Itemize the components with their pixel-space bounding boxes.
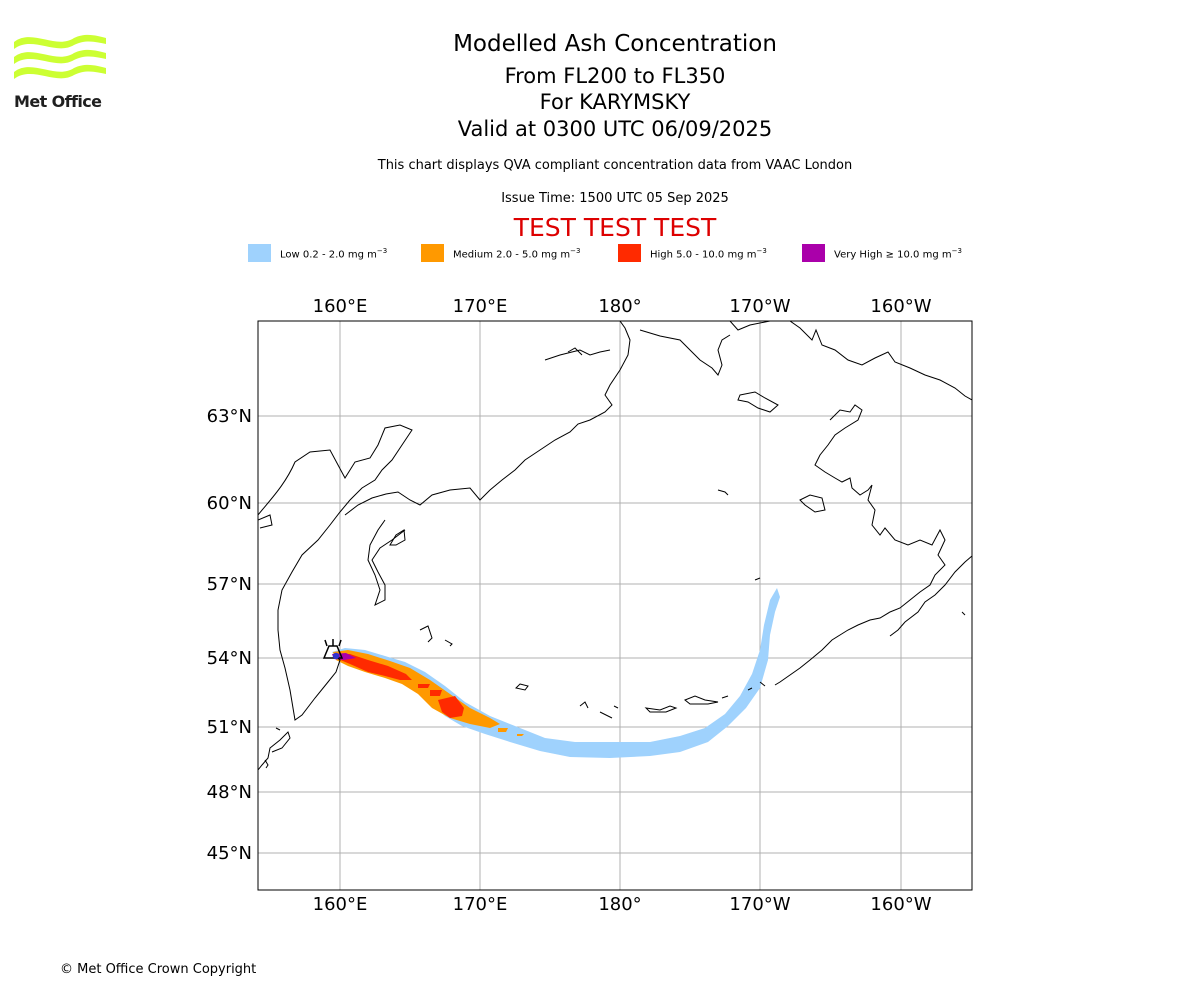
data-source-note: This chart displays QVA compliant concen… [377,158,853,173]
test-banner: TEST TEST TEST [513,213,717,242]
legend-exp-low: −3 [376,247,388,255]
valid-time: Valid at 0300 UTC 06/09/2025 [457,117,773,141]
logo-text: Met Office [14,92,102,111]
lat-label-63n: 63°N [207,406,252,427]
coastlines [258,321,972,771]
issue-time: Issue Time: 1500 UTC 05 Sep 2025 [501,191,729,206]
ash-high-region [334,654,412,680]
legend-label-low: Low 0.2 - 2.0 mg m [280,249,377,261]
lat-label-45n: 45°N [207,843,252,864]
lon-label-top-170w: 170°W [729,296,790,317]
map-frame [257,320,973,891]
lon-label-bottom-180: 180° [598,894,641,915]
gridlines [258,321,972,890]
legend-exp-very-high: −3 [951,247,962,255]
legend-swatch-high [618,244,641,262]
lat-label-57n: 57°N [207,574,252,595]
legend-label-high: High 5.0 - 10.0 mg m [650,249,757,261]
lat-label-60n: 60°N [207,493,252,514]
lat-label-54n: 54°N [207,648,252,669]
legend-swatch-medium [421,244,444,262]
volcano-name: For KARYMSKY [539,90,691,114]
met-office-logo: Met Office [14,30,109,114]
lon-label-bottom-160w: 160°W [870,894,931,915]
volcano-icon [322,639,344,660]
lat-label-48n: 48°N [207,782,252,803]
chart-title: Modelled Ash Concentration [453,31,777,57]
legend-exp-high: −3 [756,247,767,255]
flight-level-range: From FL200 to FL350 [504,64,726,88]
lon-label-top-180: 180° [598,296,641,317]
legend-label-very-high: Very High ≥ 10.0 mg m [834,249,952,261]
legend-exp-medium: −3 [570,247,581,255]
legend-swatch-very-high [802,244,825,262]
lon-label-top-170e: 170°E [453,296,508,317]
lon-label-bottom-160e: 160°E [313,894,368,915]
lon-label-bottom-170e: 170°E [453,894,508,915]
legend-swatch-low [248,244,271,262]
legend-label-medium: Medium 2.0 - 5.0 mg m [453,249,571,261]
ash-low-region [332,588,780,758]
met-office-waves-icon [14,34,106,79]
copyright: © Met Office Crown Copyright [60,962,257,977]
lon-label-top-160e: 160°E [313,296,368,317]
lon-label-top-160w: 160°W [870,296,931,317]
lon-label-bottom-170w: 170°W [729,894,790,915]
lat-label-51n: 51°N [207,717,252,738]
